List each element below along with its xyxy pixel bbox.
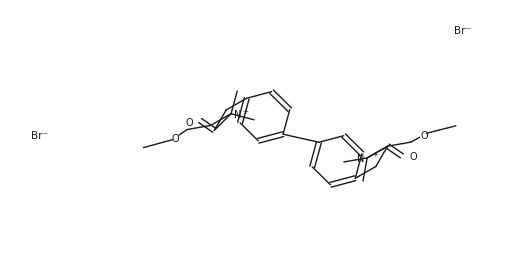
Text: O: O	[409, 151, 416, 161]
Text: +: +	[241, 108, 247, 114]
Text: O: O	[185, 117, 193, 127]
Text: N: N	[234, 109, 241, 119]
Text: +: +	[372, 151, 377, 157]
Text: O: O	[419, 130, 427, 140]
Text: Br⁻: Br⁻	[454, 26, 470, 36]
Text: Br⁻: Br⁻	[31, 131, 47, 141]
Text: N: N	[356, 153, 363, 163]
Text: O: O	[171, 133, 179, 143]
